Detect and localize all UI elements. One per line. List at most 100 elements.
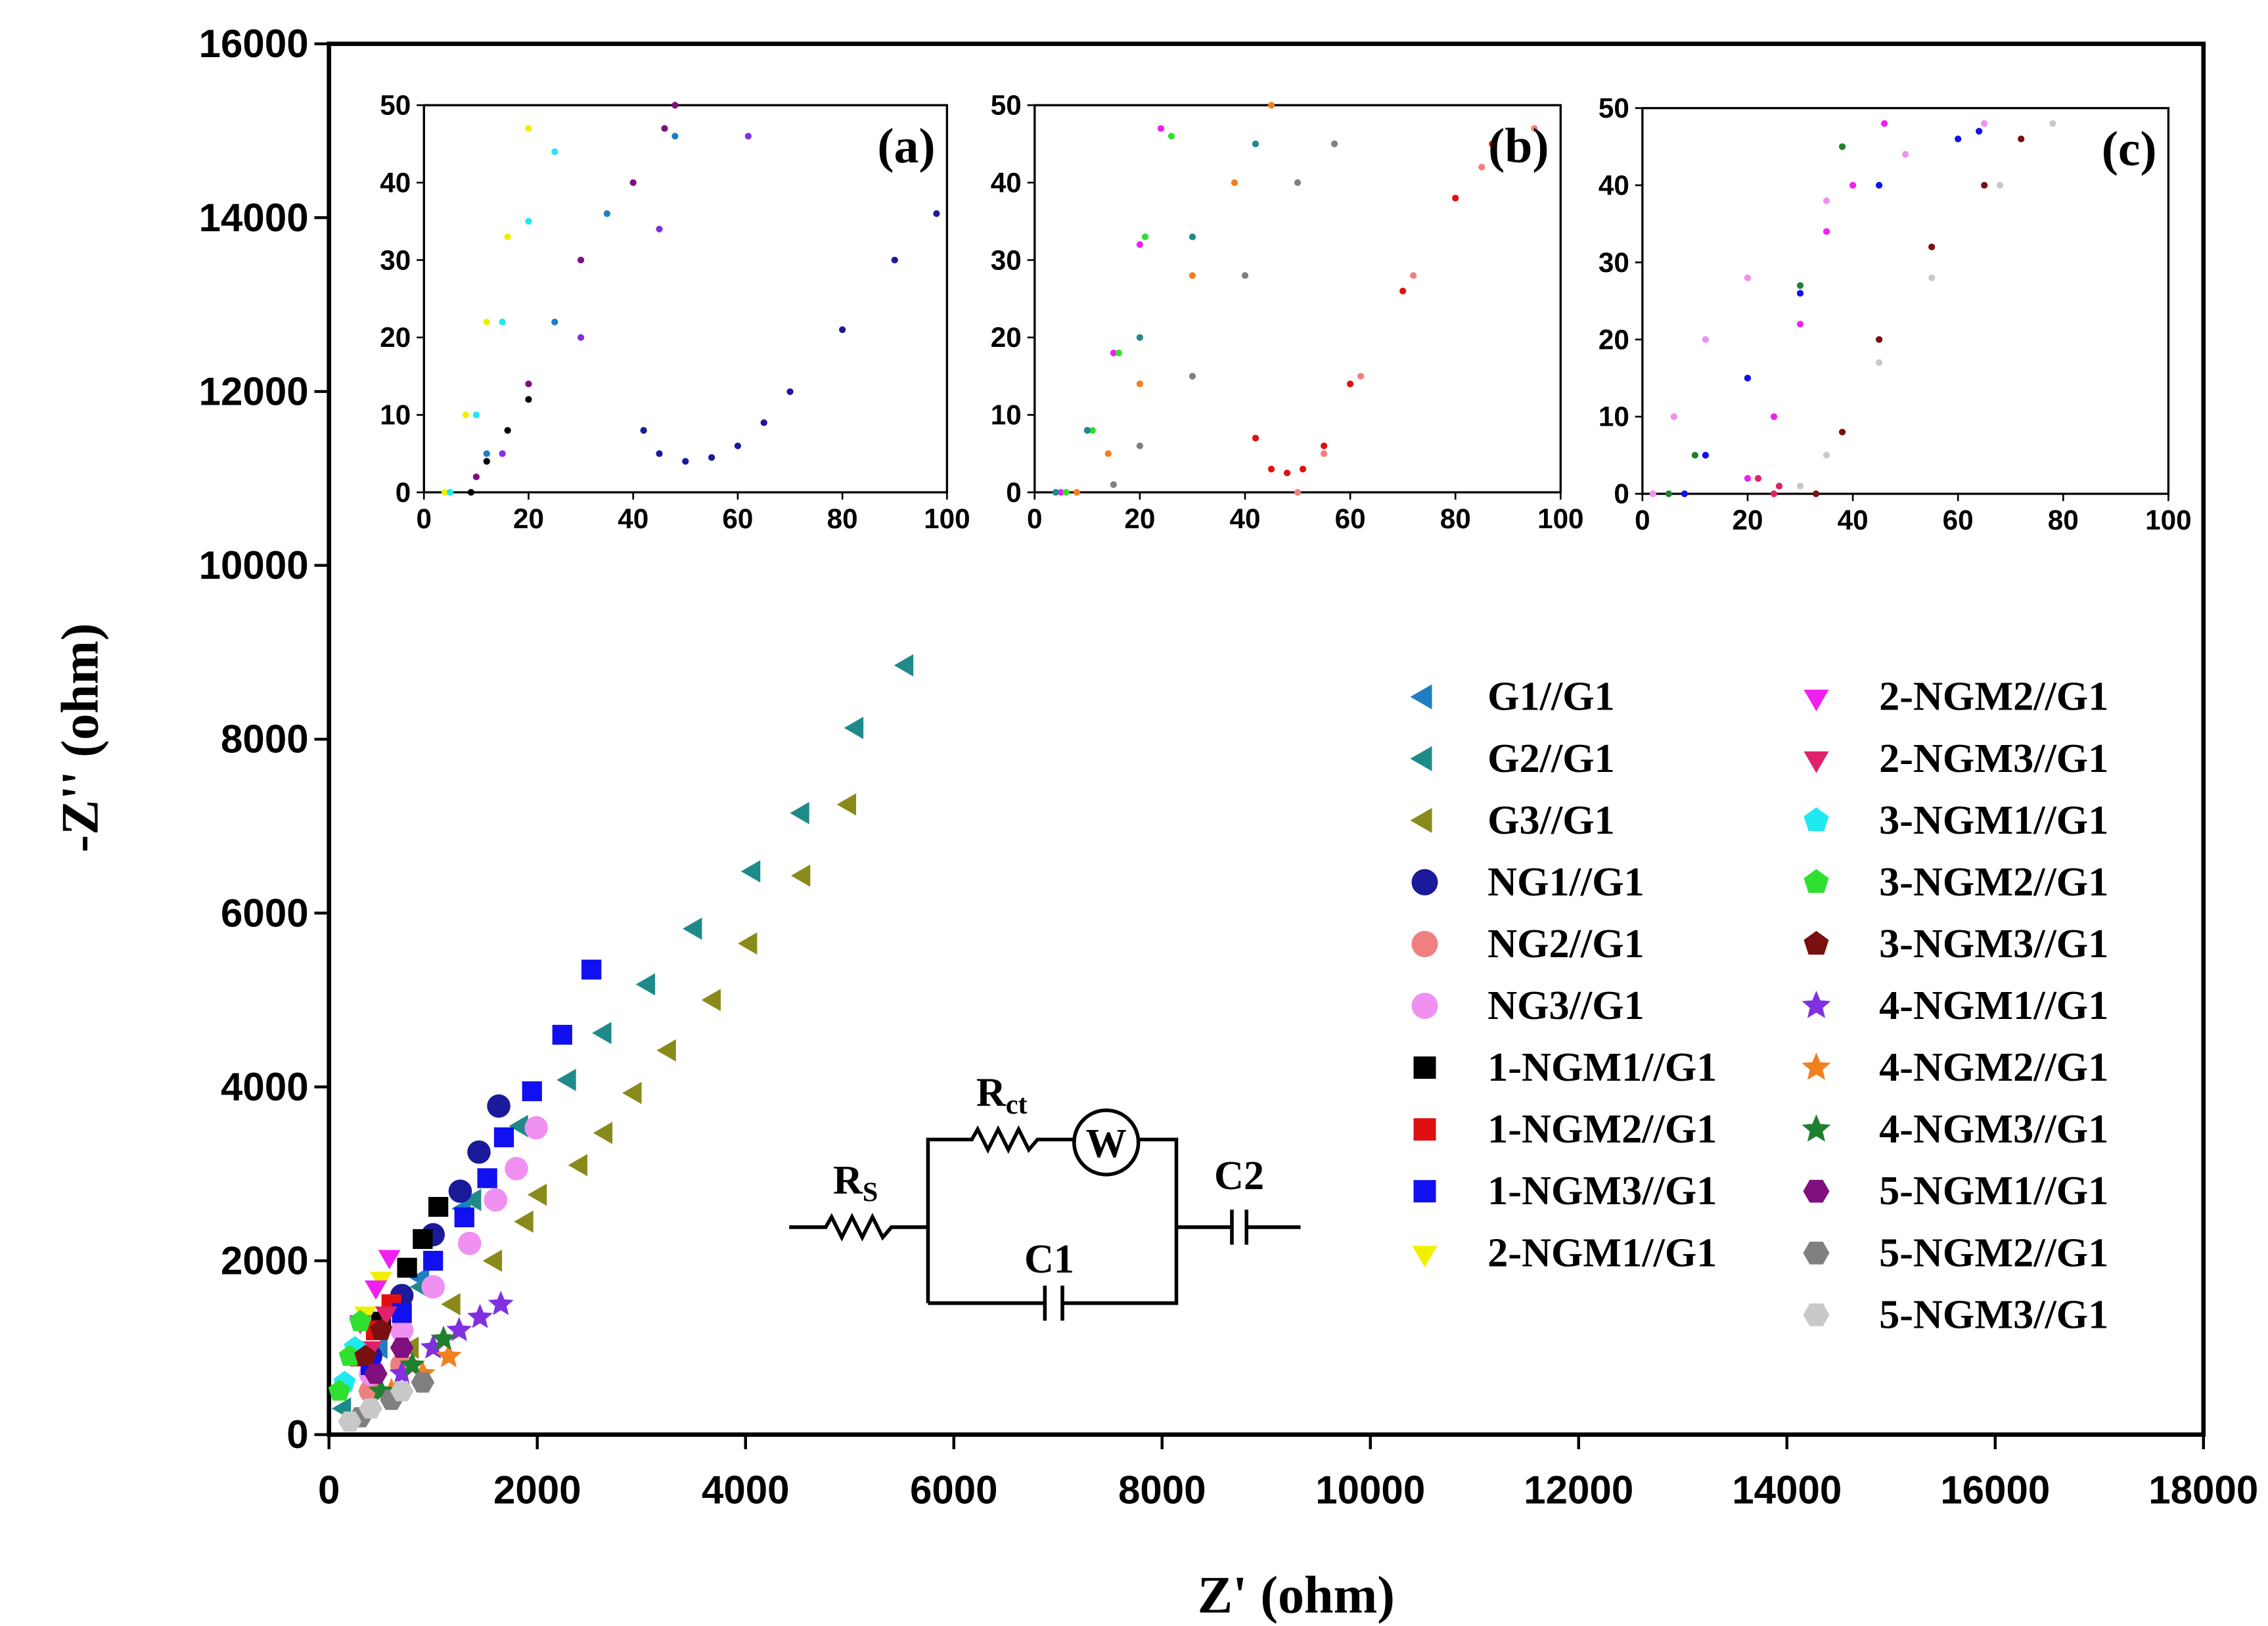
x-tick-label: 18000 — [2148, 1468, 2258, 1512]
legend-label: NG3//G1 — [1487, 983, 1644, 1028]
data-point — [441, 1293, 461, 1316]
y-tick-label: 20 — [1599, 324, 1629, 355]
data-point — [1231, 179, 1238, 187]
data-point — [1136, 442, 1144, 449]
data-point — [421, 1275, 445, 1299]
data-point — [1838, 143, 1846, 150]
y-tick-label: 0 — [1006, 477, 1022, 508]
data-point — [1489, 140, 1496, 148]
data-point — [2018, 135, 2025, 143]
data-point — [1283, 469, 1291, 477]
data-point — [1252, 140, 1259, 148]
x-tick-label: 40 — [1230, 503, 1261, 534]
x-tick-label: 100 — [1537, 503, 1584, 534]
circuit-label-main: R — [976, 1070, 1007, 1115]
inset-title: (b) — [1488, 119, 1549, 173]
legend-marker — [1803, 1241, 1830, 1265]
data-point — [499, 450, 506, 457]
data-point — [411, 1372, 435, 1393]
data-point — [1997, 181, 2004, 189]
data-point — [1189, 272, 1196, 279]
x-tick-label: 60 — [1335, 503, 1366, 534]
data-point — [527, 1183, 547, 1206]
data-point — [514, 1210, 533, 1233]
data-point — [1294, 489, 1302, 496]
data-point — [525, 125, 532, 132]
data-point — [656, 1039, 676, 1062]
data-point — [365, 1280, 388, 1300]
data-point — [504, 233, 511, 240]
legend-marker — [1802, 1052, 1831, 1080]
data-point — [472, 411, 480, 418]
x-tick-label: 60 — [722, 503, 753, 534]
x-tick-label: 80 — [827, 503, 858, 534]
data-point — [1083, 426, 1091, 434]
data-point — [1399, 287, 1407, 295]
circuit-label: Rct — [976, 1070, 1028, 1119]
data-point — [1775, 482, 1783, 489]
data-point — [1057, 489, 1064, 496]
data-point — [374, 1306, 397, 1326]
data-point — [592, 1022, 612, 1045]
data-point — [1681, 490, 1689, 497]
data-point — [1823, 197, 1830, 204]
legend-marker — [1411, 869, 1438, 895]
x-tick-label: 10000 — [1315, 1468, 1425, 1512]
inset-title: (a) — [877, 119, 935, 173]
legend-label: 2-NGM2//G1 — [1879, 675, 2108, 719]
inset-title: (c) — [2102, 122, 2157, 176]
data-point — [472, 473, 480, 480]
y-tick-label: 30 — [1599, 247, 1629, 278]
data-point — [423, 1250, 443, 1271]
data-point — [1976, 127, 1983, 135]
data-point — [568, 1154, 588, 1177]
data-point — [603, 210, 611, 217]
data-point — [891, 256, 898, 263]
data-point — [622, 1081, 642, 1104]
data-point — [1796, 290, 1804, 297]
data-point — [354, 1344, 377, 1366]
data-point — [708, 454, 715, 461]
data-point — [1104, 450, 1112, 457]
y-tick-label: 20 — [380, 322, 411, 353]
data-point — [1410, 272, 1417, 279]
legend-marker — [1412, 1246, 1438, 1268]
data-point — [359, 1398, 382, 1419]
y-tick-label: 50 — [1599, 93, 1629, 124]
data-point — [740, 860, 761, 883]
legend-label: 2-NGM1//G1 — [1487, 1231, 1717, 1275]
data-point — [483, 450, 490, 457]
legend-marker — [1803, 751, 1829, 773]
data-point — [1702, 336, 1710, 343]
data-point — [1168, 133, 1175, 140]
data-point — [390, 1319, 414, 1342]
legend-marker — [1803, 930, 1829, 955]
x-tick-label: 16000 — [1940, 1468, 2050, 1512]
data-point — [1267, 101, 1275, 109]
data-point — [629, 179, 637, 187]
x-tick-label: 40 — [618, 503, 648, 534]
data-point — [462, 411, 470, 418]
data-point — [1478, 164, 1486, 171]
data-point — [1665, 490, 1672, 497]
y-axis-label: -Z'' (ohm) — [52, 623, 110, 852]
data-point — [1670, 413, 1678, 420]
legend-marker — [1802, 1114, 1831, 1142]
data-point — [390, 1337, 414, 1358]
data-point — [1073, 489, 1080, 496]
data-point — [1744, 374, 1752, 382]
data-point — [525, 217, 532, 225]
data-point — [786, 388, 794, 395]
circuit-wire — [789, 1213, 928, 1242]
legend-label: 4-NGM1//G1 — [1879, 983, 2108, 1028]
data-point — [1062, 489, 1070, 496]
data-point — [640, 426, 647, 434]
x-tick-label: 100 — [924, 503, 970, 534]
legend-marker — [1411, 930, 1438, 957]
data-point — [1136, 241, 1144, 248]
legend-label: 3-NGM1//G1 — [1879, 798, 2108, 843]
data-point — [477, 1168, 497, 1188]
data-point — [338, 1344, 361, 1366]
y-tick-label: 16000 — [199, 22, 309, 66]
